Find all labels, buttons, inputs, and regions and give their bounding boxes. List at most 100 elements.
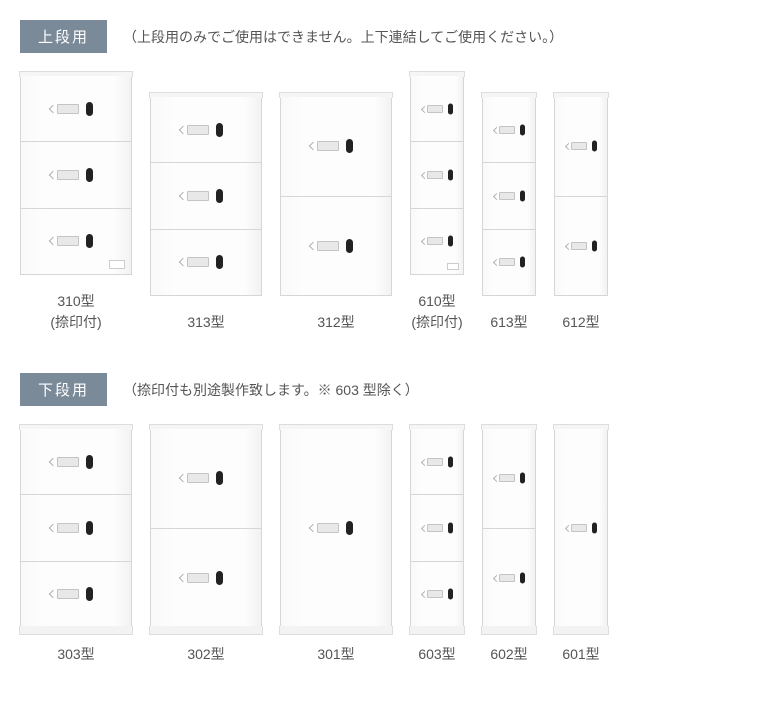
cabinet	[554, 428, 608, 628]
handle-icon	[216, 471, 223, 485]
lower-section: 下段用 （捺印付も別途製作致します。※ 603 型除く） 303型302型 301型 6…	[20, 373, 740, 665]
section-note: （捺印付も別途製作致します。※ 603 型除く）	[123, 380, 419, 400]
compartment-door	[555, 196, 607, 296]
product-item: 303型	[20, 428, 132, 665]
compartment-door	[281, 429, 391, 627]
keypad-icon	[317, 523, 339, 533]
product-item: 612型	[554, 96, 608, 333]
handle-icon	[346, 239, 353, 253]
keypad-icon	[571, 242, 587, 250]
keypad-icon	[427, 524, 443, 532]
product-item: 601型	[554, 428, 608, 665]
compartment-door	[555, 429, 607, 627]
handle-icon	[86, 234, 93, 248]
stamp-icon	[109, 260, 125, 269]
handle-icon	[448, 589, 453, 600]
product-item: 603型	[410, 428, 464, 665]
compartment-door	[483, 162, 535, 228]
keypad-icon	[427, 237, 443, 245]
handle-icon	[346, 139, 353, 153]
compartment-door	[411, 561, 463, 627]
compartment-door	[21, 561, 131, 627]
product-row: 310型 (捺印付) 313型 312型 610型 (捺印付) 613型 612型	[20, 75, 740, 333]
product-label: 301型	[317, 644, 354, 665]
product-label: 602型	[490, 644, 527, 665]
handle-icon	[448, 169, 453, 180]
keypad-icon	[427, 105, 443, 113]
product-item: 302型	[150, 428, 262, 665]
compartment-door	[21, 208, 131, 274]
compartment-door	[281, 97, 391, 196]
compartment-door	[483, 229, 535, 295]
keypad-icon	[187, 191, 209, 201]
section-header: 上段用 （上段用のみでご使用はできません。上下連結してご使用ください。）	[20, 20, 740, 53]
cabinet	[150, 428, 262, 628]
cabinet	[150, 96, 262, 296]
compartment-door	[411, 429, 463, 494]
keypad-icon	[57, 523, 79, 533]
compartment-door	[151, 528, 261, 628]
handle-icon	[86, 587, 93, 601]
cabinet	[482, 96, 536, 296]
compartment-door	[21, 76, 131, 141]
keypad-icon	[499, 258, 515, 266]
product-label: 601型	[562, 644, 599, 665]
keypad-icon	[57, 589, 79, 599]
stamp-icon	[447, 263, 459, 270]
handle-icon	[448, 456, 453, 467]
product-item: 312型	[280, 96, 392, 333]
section-badge: 上段用	[20, 20, 107, 53]
keypad-icon	[571, 142, 587, 150]
keypad-icon	[427, 171, 443, 179]
handle-icon	[86, 102, 93, 116]
handle-icon	[592, 240, 597, 251]
section-badge: 下段用	[20, 373, 107, 406]
product-label: 312型	[317, 312, 354, 333]
keypad-icon	[317, 241, 339, 251]
cabinet	[410, 428, 464, 628]
cabinet	[482, 428, 536, 628]
handle-icon	[520, 257, 525, 268]
product-label: 313型	[187, 312, 224, 333]
cabinet	[280, 96, 392, 296]
keypad-icon	[427, 458, 443, 466]
keypad-icon	[499, 574, 515, 582]
compartment-door	[555, 97, 607, 196]
section-note: （上段用のみでご使用はできません。上下連結してご使用ください。）	[123, 27, 563, 47]
keypad-icon	[187, 573, 209, 583]
compartment-door	[151, 97, 261, 162]
product-label: 612型	[562, 312, 599, 333]
keypad-icon	[57, 236, 79, 246]
keypad-icon	[57, 457, 79, 467]
handle-icon	[86, 455, 93, 469]
section-header: 下段用 （捺印付も別途製作致します。※ 603 型除く）	[20, 373, 740, 406]
keypad-icon	[571, 524, 587, 532]
handle-icon	[592, 523, 597, 534]
handle-icon	[346, 521, 353, 535]
keypad-icon	[57, 170, 79, 180]
cabinet	[280, 428, 392, 628]
cabinet	[410, 75, 464, 275]
cabinet	[554, 96, 608, 296]
compartment-door	[483, 97, 535, 162]
compartment-door	[151, 429, 261, 528]
handle-icon	[520, 124, 525, 135]
compartment-door	[483, 528, 535, 628]
product-label: 310型 (捺印付)	[50, 291, 101, 333]
handle-icon	[520, 473, 525, 484]
handle-icon	[520, 190, 525, 201]
upper-section: 上段用 （上段用のみでご使用はできません。上下連結してご使用ください。） 310型 …	[20, 20, 740, 333]
handle-icon	[216, 189, 223, 203]
product-label: 613型	[490, 312, 527, 333]
handle-icon	[216, 255, 223, 269]
keypad-icon	[187, 125, 209, 135]
compartment-door	[21, 141, 131, 207]
handle-icon	[216, 571, 223, 585]
product-label: 610型 (捺印付)	[411, 291, 462, 333]
product-label: 603型	[418, 644, 455, 665]
keypad-icon	[499, 474, 515, 482]
compartment-door	[21, 494, 131, 560]
product-item: 301型	[280, 428, 392, 665]
compartment-door	[411, 141, 463, 207]
handle-icon	[448, 522, 453, 533]
